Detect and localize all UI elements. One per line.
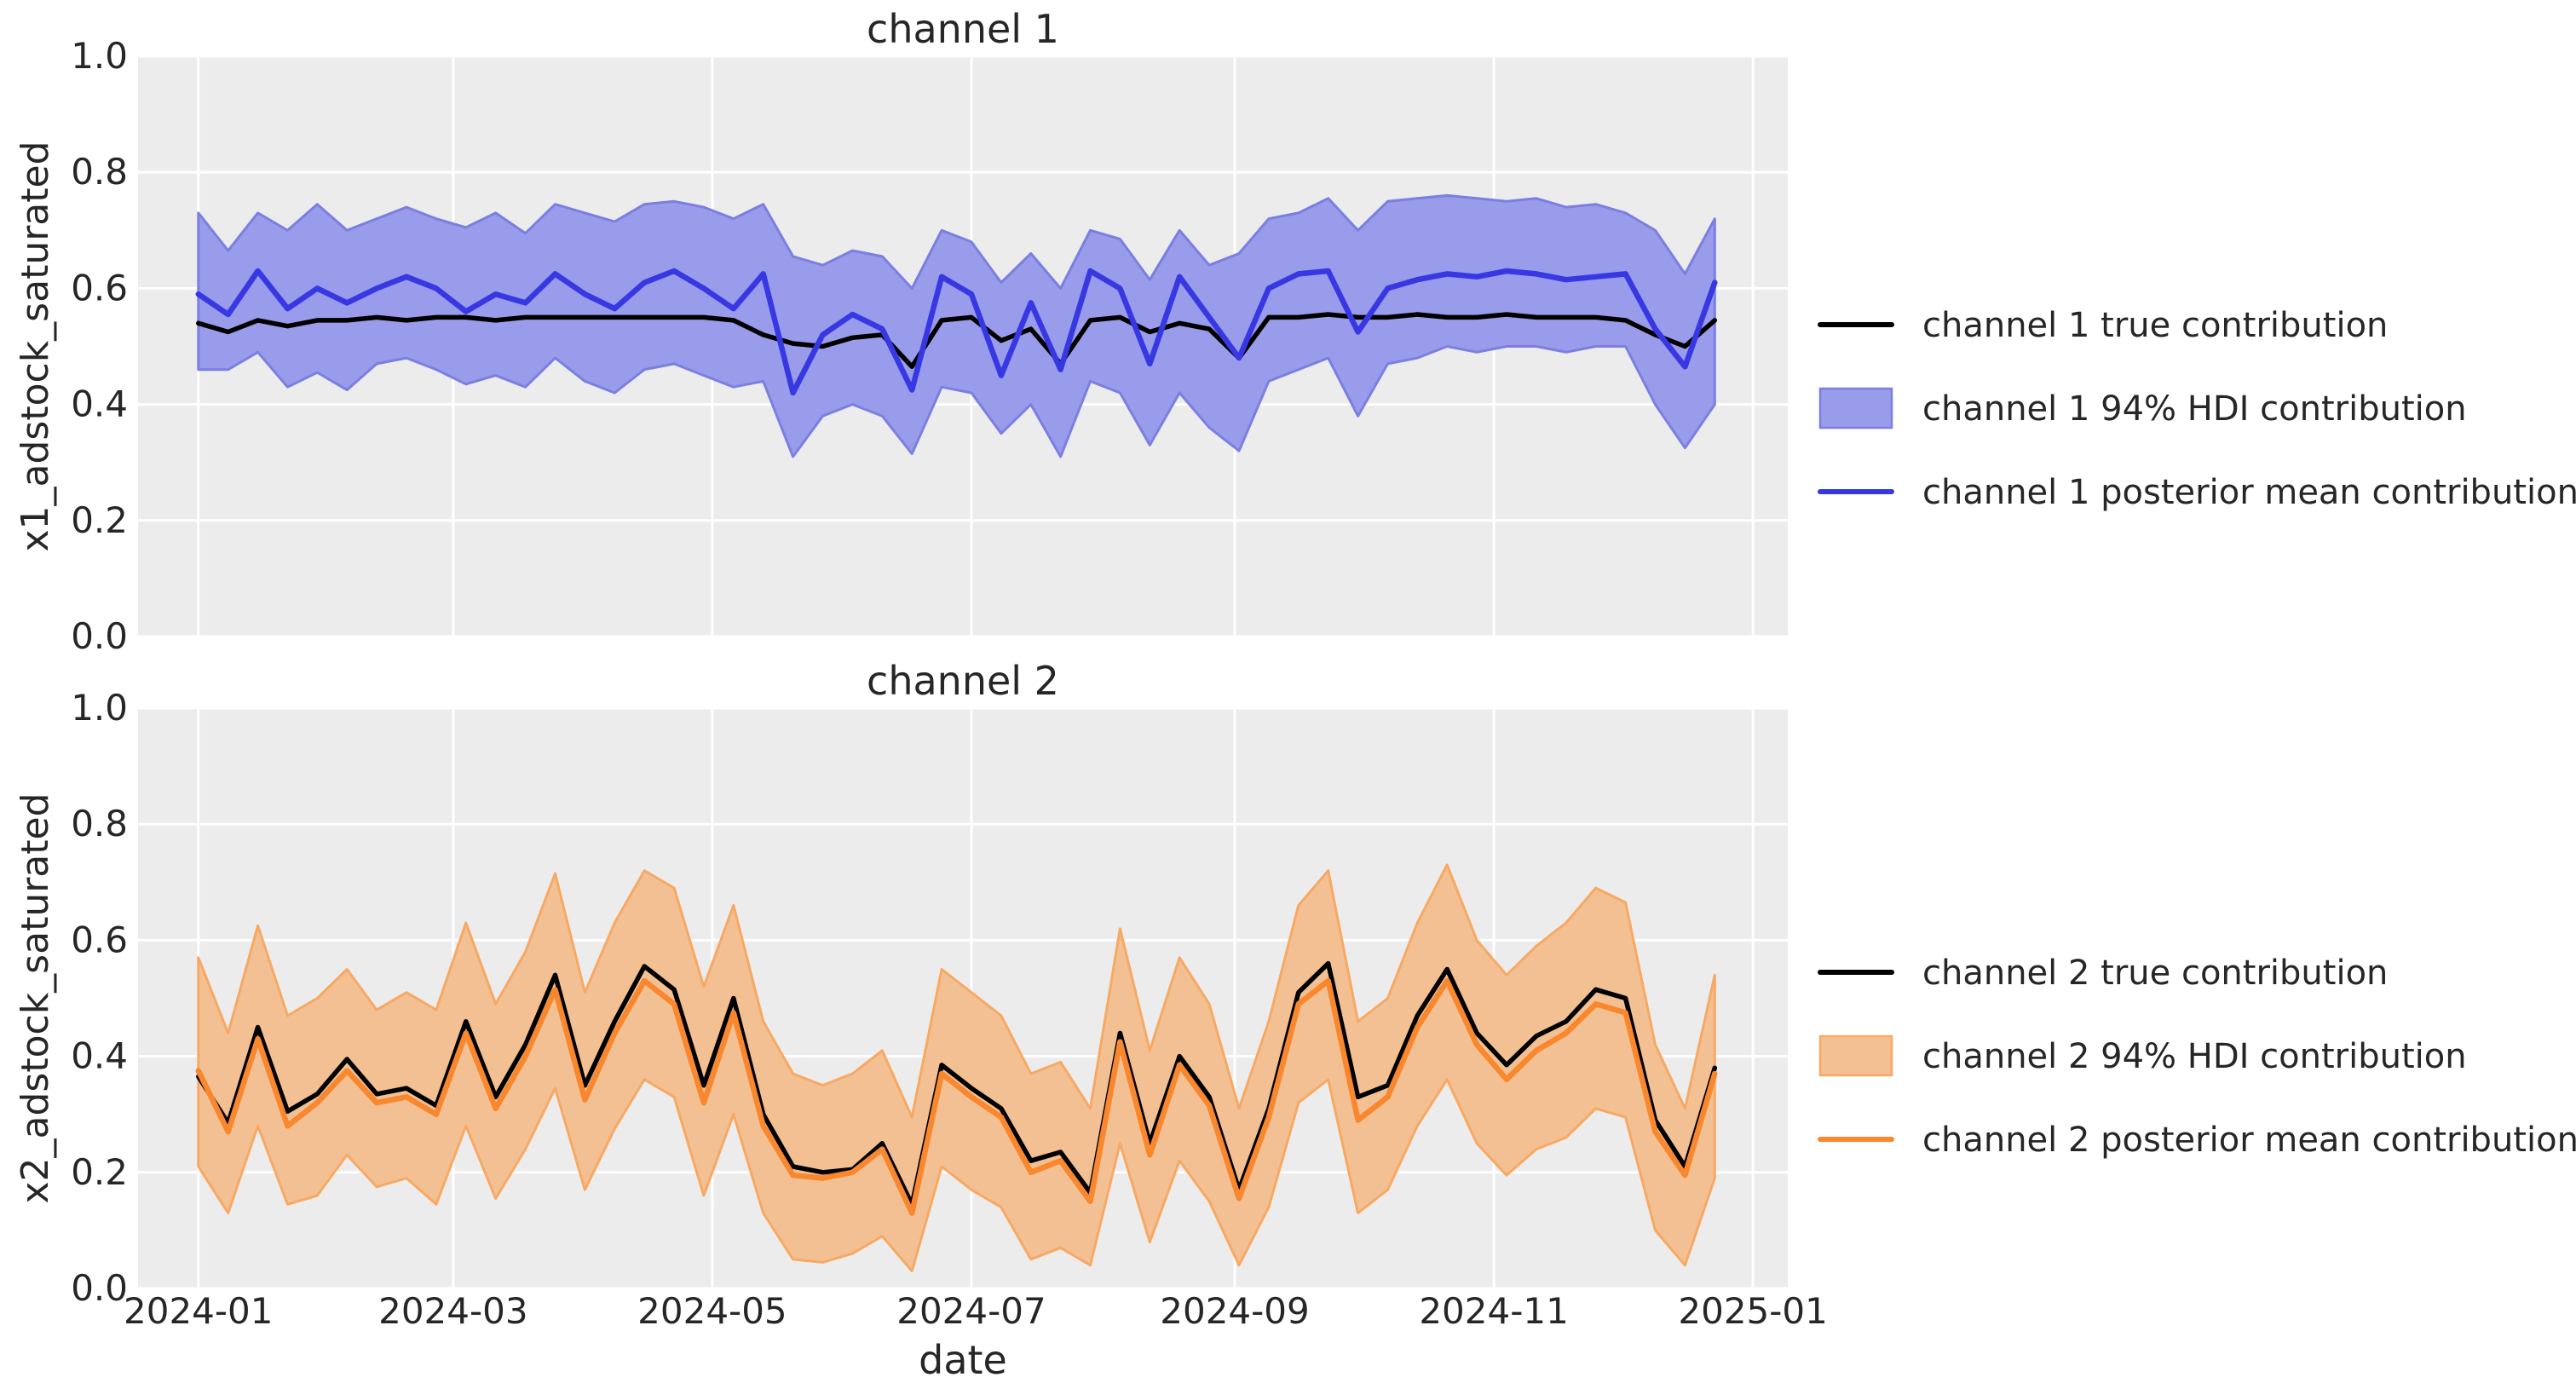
- hdi-band: [197, 193, 1716, 458]
- hdi-band: [197, 863, 1716, 1273]
- x-axis-label: date: [919, 1337, 1007, 1383]
- chart-title: channel 2: [867, 658, 1059, 704]
- legend-label: channel 2 posterior mean contribution: [1922, 1121, 2576, 1160]
- subplot-channel-2: channel 2 0.0 0.2 0.4 0.6 0.8 1.0 x2_adstock_sa…: [14, 658, 1828, 1383]
- y-tick-label: 0.0: [71, 615, 128, 657]
- subplot-channel-1: channel 1 0.0 0.2 0.4 0.6 0.8 1.0 x1_adstock_sa…: [14, 6, 1788, 657]
- x-tick-label: 2024-07: [896, 1290, 1046, 1332]
- y-tick-label: 0.2: [71, 1151, 128, 1193]
- x-tick-label: 2024-01: [124, 1290, 274, 1332]
- y-tick-label: 1.0: [71, 687, 128, 729]
- y-tick-label: 0.6: [71, 267, 128, 308]
- legend-label: channel 1 true contribution: [1922, 306, 2388, 345]
- x-tick-label: 2024-09: [1160, 1290, 1310, 1332]
- x-tick-label: 2025-01: [1678, 1290, 1828, 1332]
- y-tick-label: 0.0: [71, 1267, 128, 1309]
- legend: channel 1 true contribution channel 1 94%…: [1818, 306, 2576, 512]
- x-tick-label: 2024-03: [378, 1290, 528, 1332]
- legend-swatch-hdi-band: [1818, 1034, 1893, 1077]
- y-tick-label: 0.4: [71, 383, 128, 425]
- y-tick-label: 0.2: [71, 499, 128, 541]
- legend-label: channel 1 posterior mean contribution: [1922, 473, 2576, 512]
- legend-label: channel 1 94% HDI contribution: [1922, 389, 2467, 429]
- true-contribution-line: [196, 960, 1718, 1207]
- legend-swatch-hdi-band: [1818, 387, 1893, 429]
- true-contribution-line: [196, 312, 1718, 370]
- posterior-mean-line: [195, 268, 1718, 396]
- legend-label: channel 2 true contribution: [1922, 954, 2388, 993]
- y-tick-label: 0.8: [71, 151, 128, 193]
- y-tick-label: 0.4: [71, 1035, 128, 1077]
- y-tick-label: 0.8: [71, 803, 128, 844]
- chart-title: channel 1: [867, 6, 1059, 52]
- legend-label: channel 2 94% HDI contribution: [1922, 1037, 2467, 1076]
- y-tick-label: 1.0: [71, 35, 128, 77]
- legend: channel 2 true contribution channel 2 94%…: [1818, 954, 2576, 1160]
- x-tick-label: 2024-05: [637, 1290, 787, 1332]
- y-tick-label: 0.6: [71, 919, 128, 960]
- y-axis-label: x1_adstock_saturated: [14, 141, 57, 551]
- y-axis-label: x2_adstock_saturated: [14, 792, 57, 1203]
- x-tick-label: 2024-11: [1419, 1290, 1569, 1332]
- posterior-mean-line: [195, 977, 1718, 1216]
